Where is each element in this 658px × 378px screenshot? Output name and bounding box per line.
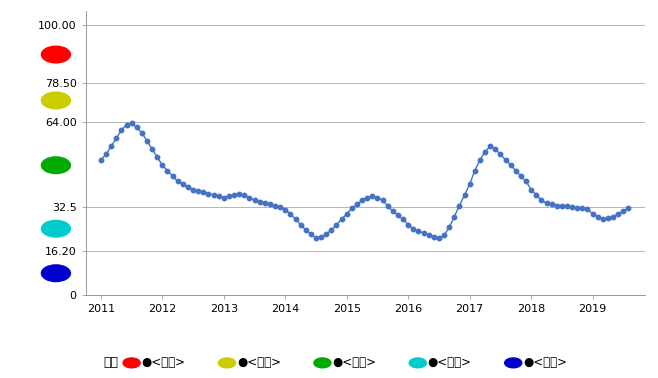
Text: ●<过冷>: ●<过冷> [523, 356, 567, 369]
Text: ●<正常>: ●<正常> [332, 356, 376, 369]
Text: ●<偏热>: ●<偏热> [237, 356, 281, 369]
Text: ●<过热>: ●<过热> [141, 356, 186, 369]
Text: 注：: 注： [103, 356, 118, 369]
Text: ●<偏冷>: ●<偏冷> [428, 356, 472, 369]
